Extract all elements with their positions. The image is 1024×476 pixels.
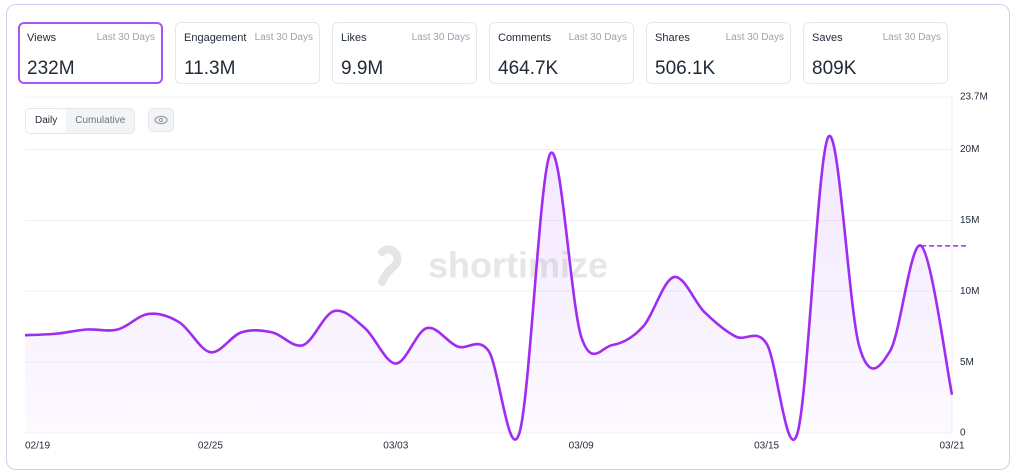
y-tick-label: 20M (960, 144, 979, 155)
y-tick-label: 15M (960, 215, 979, 226)
metric-period: Last 30 Days (725, 32, 784, 43)
metric-value: 11.3M (184, 58, 236, 79)
area (25, 135, 952, 440)
metric-label: Engagement (184, 32, 247, 44)
metric-value: 232M (27, 58, 75, 79)
view-toggle: Daily Cumulative (25, 108, 136, 134)
metric-card[interactable]: Likes Last 30 Days 9.9M (332, 22, 477, 84)
visibility-button[interactable] (148, 108, 174, 132)
metric-card[interactable]: Shares Last 30 Days 506.1K (646, 22, 791, 84)
toggle-daily[interactable]: Daily (26, 109, 67, 133)
metric-value: 809K (812, 58, 857, 79)
toggle-cumulative[interactable]: Cumulative (75, 115, 126, 126)
watermark-text: shortimize (428, 245, 608, 286)
metric-label: Saves (812, 32, 843, 44)
line (24, 134, 954, 441)
x-tick-label: 02/19 (25, 441, 50, 452)
metric-period: Last 30 Days (882, 32, 941, 43)
x-tick-label: 03/03 (383, 441, 408, 452)
metric-label: Likes (341, 32, 367, 44)
metric-label: Shares (655, 32, 690, 44)
y-tick-label: 0 (960, 428, 966, 439)
y-tick-label: 10M (960, 286, 979, 297)
watermark: shortimize (378, 245, 608, 286)
y-tick-label: 5M (960, 357, 974, 368)
x-tick-label: 03/09 (569, 441, 594, 452)
y-tick-label: 23.7M (960, 92, 988, 103)
metric-period: Last 30 Days (96, 32, 155, 43)
metric-period: Last 30 Days (254, 32, 313, 43)
metric-label: Comments (498, 32, 552, 44)
metric-period: Last 30 Days (568, 32, 627, 43)
eye-icon (154, 115, 168, 125)
metric-label: Views (27, 32, 57, 44)
x-tick-label: 03/21 (939, 441, 964, 452)
metric-card[interactable]: Comments Last 30 Days 464.7K (489, 22, 634, 84)
x-tick-label: 03/15 (754, 441, 779, 452)
metric-value: 9.9M (341, 58, 384, 79)
metric-period: Last 30 Days (411, 32, 470, 43)
x-tick-label: 02/25 (198, 441, 223, 452)
metric-value: 506.1K (655, 58, 716, 79)
metric-value: 464.7K (498, 58, 559, 79)
metric-card[interactable]: Saves Last 30 Days 809K (803, 22, 948, 84)
metric-card[interactable]: Views Last 30 Days 232M (18, 22, 163, 84)
metric-card[interactable]: Engagement Last 30 Days 11.3M (175, 22, 320, 84)
